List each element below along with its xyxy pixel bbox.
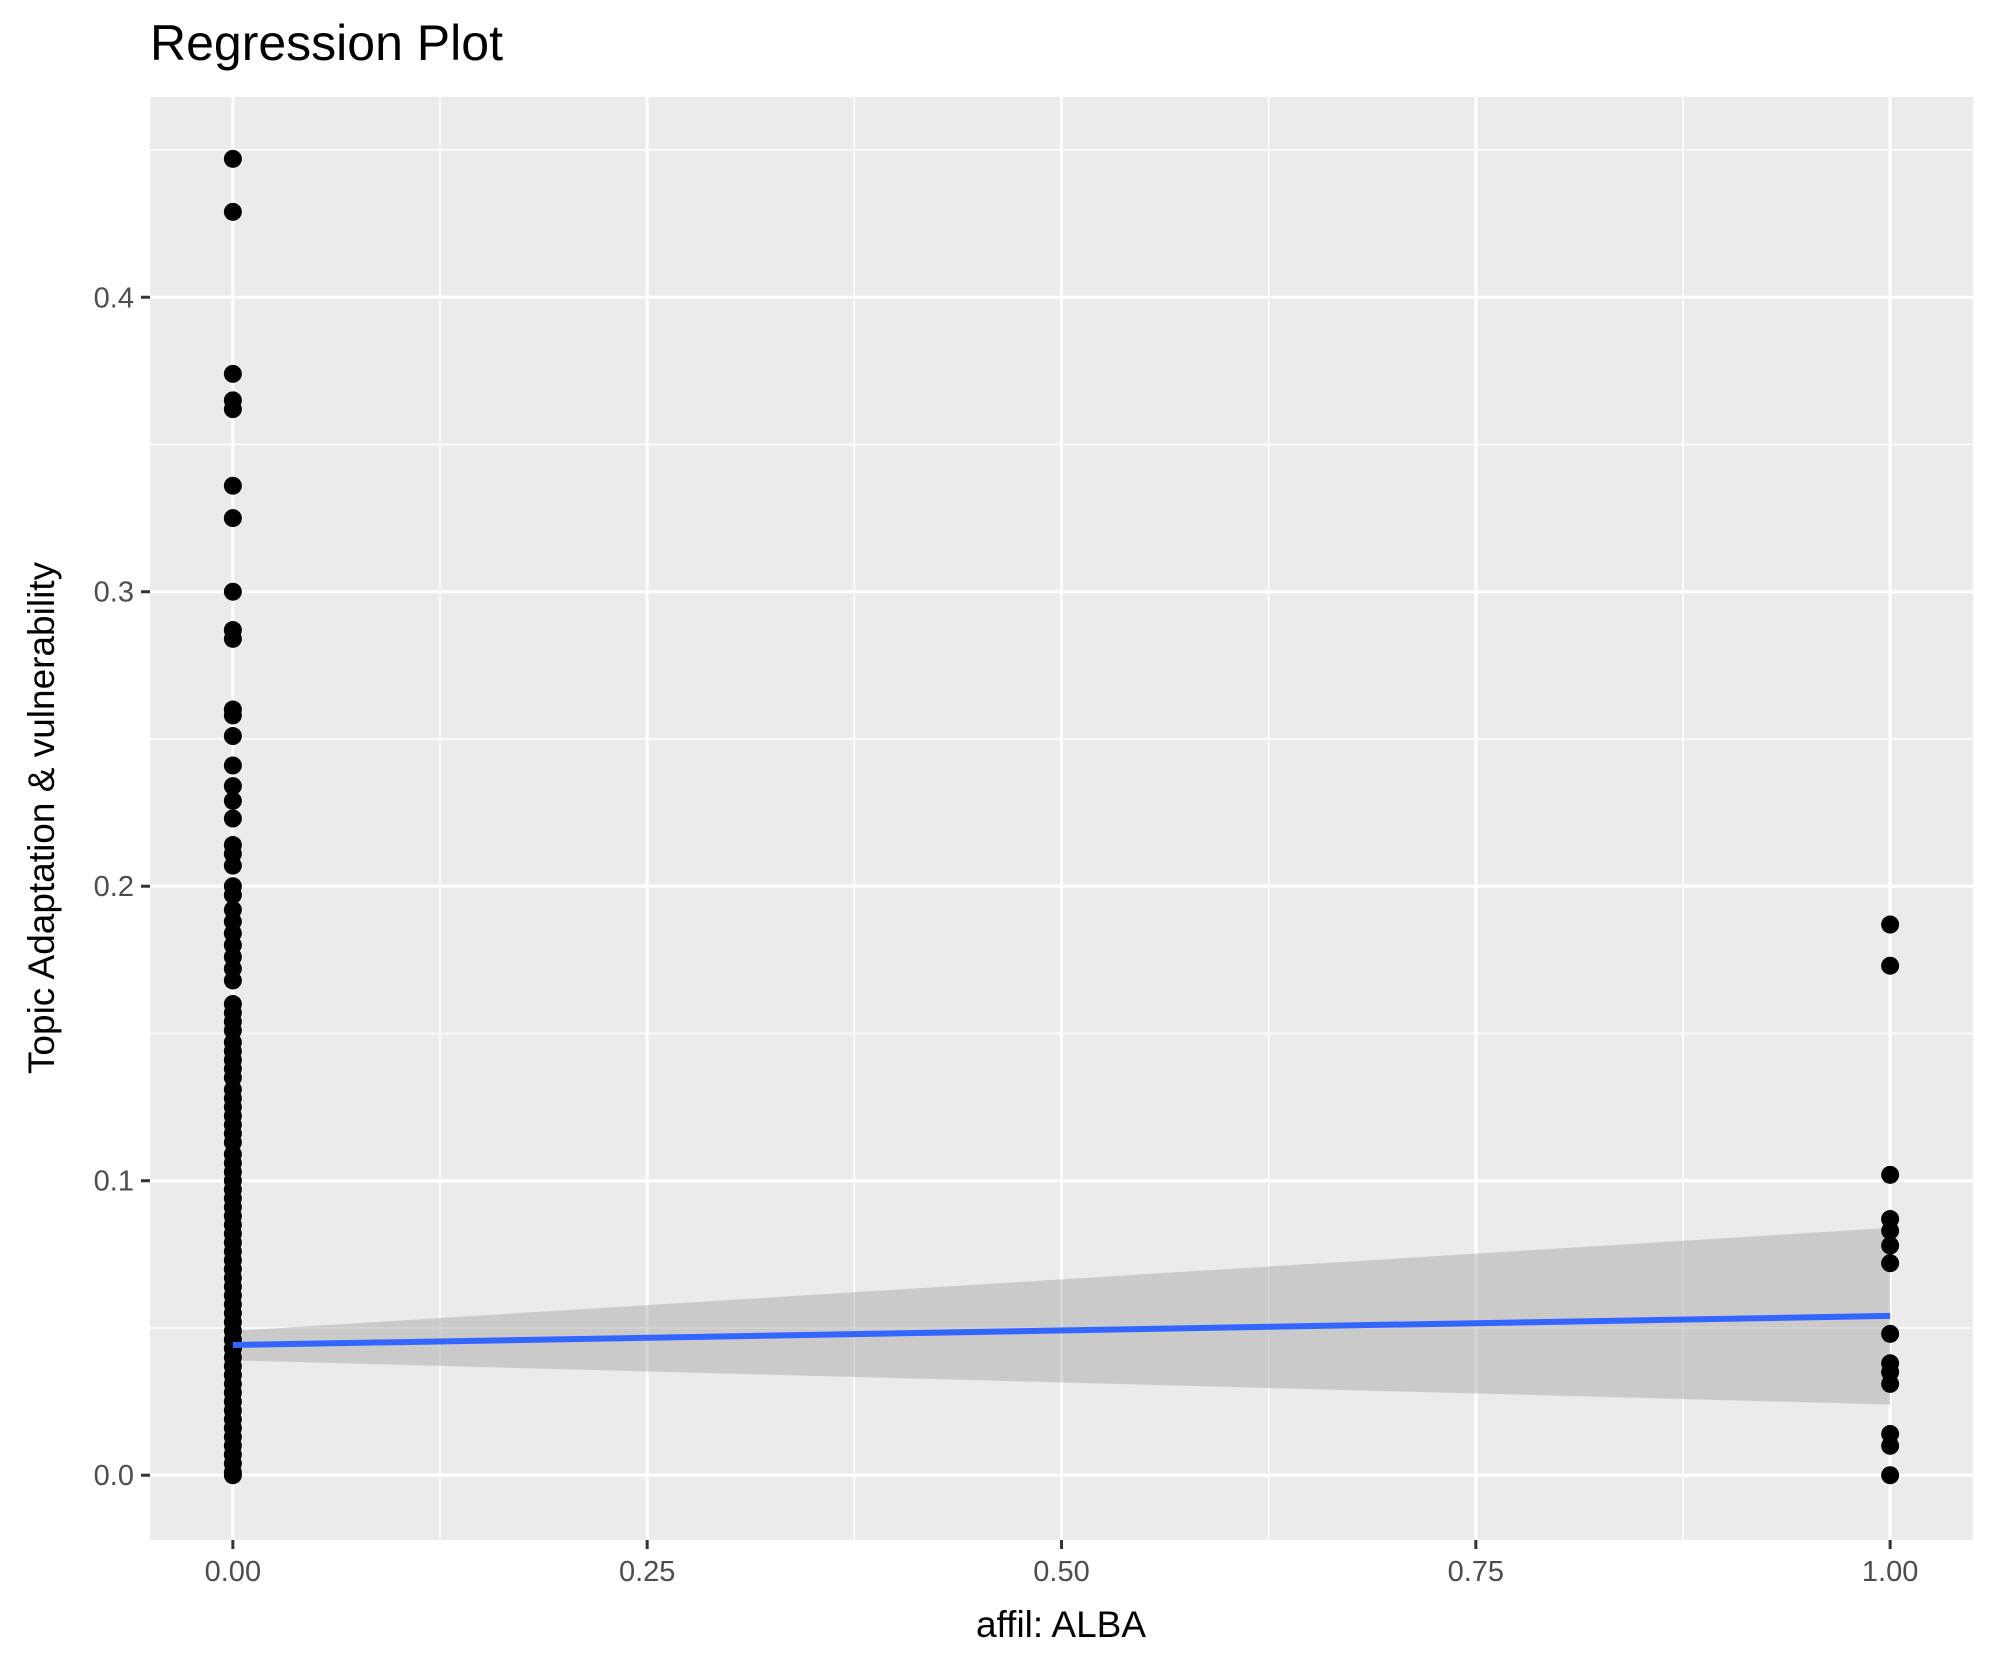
- data-point: [223, 1466, 242, 1485]
- data-point: [223, 400, 242, 419]
- x-tick-label: 0.50: [1033, 1556, 1089, 1588]
- data-point: [1881, 915, 1900, 934]
- data-point: [1881, 1374, 1900, 1393]
- data-point: [223, 582, 242, 601]
- data-point: [223, 756, 242, 775]
- major-gridlines: [150, 97, 1973, 1540]
- x-tick-label: 1.00: [1862, 1556, 1918, 1588]
- y-tick-label: 0.1: [94, 1166, 134, 1198]
- data-point: [223, 777, 242, 796]
- data-point: [223, 364, 242, 383]
- x-tick-label: 0.00: [205, 1556, 261, 1588]
- data-point: [223, 971, 242, 990]
- data-point: [223, 886, 242, 905]
- x-axis: 0.00 0.25 0.50 0.75 1.00: [205, 1540, 1918, 1588]
- x-tick-label: 0.75: [1448, 1556, 1504, 1588]
- data-point: [1881, 1221, 1900, 1240]
- data-point: [1881, 1236, 1900, 1255]
- data-point: [223, 476, 242, 495]
- data-point: [223, 727, 242, 746]
- data-point: [223, 629, 242, 648]
- data-point: [1881, 956, 1900, 975]
- confidence-band: [232, 1227, 1891, 1405]
- data-point: [1881, 1254, 1900, 1273]
- y-tick-label: 0.3: [94, 577, 134, 609]
- chart-title: Regression Plot: [150, 15, 503, 71]
- data-point: [1881, 1466, 1900, 1485]
- x-tick-label: 0.25: [619, 1556, 675, 1588]
- data-point: [223, 791, 242, 810]
- y-axis-title: Topic Adaptation & vulnerability: [21, 561, 62, 1074]
- data-point: [223, 149, 242, 168]
- data-point: [223, 202, 242, 221]
- data-point: [1881, 1324, 1900, 1343]
- y-tick-label: 0.2: [94, 871, 134, 903]
- y-tick-label: 0.0: [94, 1460, 134, 1492]
- regression-line: [232, 1312, 1891, 1349]
- data-point: [1881, 1165, 1900, 1184]
- data-point: [223, 509, 242, 528]
- regression-line-group: [232, 1312, 1891, 1349]
- data-point: [223, 809, 242, 828]
- y-tick-label: 0.4: [94, 282, 134, 314]
- data-point: [223, 706, 242, 725]
- y-axis: 0.0 0.1 0.2 0.3 0.4: [94, 282, 150, 1492]
- x-axis-title: affil: ALBA: [976, 1604, 1146, 1645]
- confidence-band-area: [232, 1227, 1891, 1405]
- data-point: [223, 856, 242, 875]
- data-point: [1881, 1436, 1900, 1455]
